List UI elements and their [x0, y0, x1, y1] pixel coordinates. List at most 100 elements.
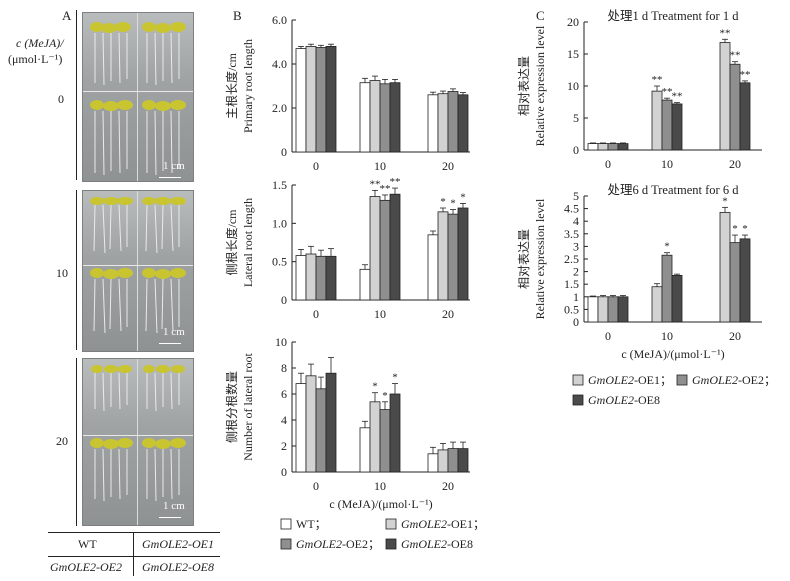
- c1-bar-gmole2-oe8-20: [739, 82, 751, 151]
- table-oe1: GmOLE2-OE1: [142, 537, 214, 551]
- b3-bar-gmole2-oe1-10: [369, 401, 381, 473]
- b1-bar-gmole2-oe1-10: [369, 80, 381, 153]
- b2-bar-gmole2-oe1-10: [369, 196, 381, 301]
- b3-bar-gmole2-oe2-10: [379, 409, 391, 473]
- conc-label-10: 10: [56, 266, 68, 280]
- b1-bar-gmole2-oe8-10: [389, 82, 401, 153]
- c2-bar-wt-0: [587, 296, 599, 323]
- b2-bar-gmole2-oe1-20: [437, 211, 449, 301]
- b1-bar-gmole2-oe2-10: [379, 83, 391, 153]
- legend-c-oe1-swatch: [572, 374, 584, 386]
- b2-x-tick-label: 10: [374, 307, 386, 321]
- c1-significance-mark: **: [662, 86, 673, 98]
- b1-bar-gmole2-oe2-20: [447, 91, 459, 153]
- panel-a-ylabel-line2: (μmol·L⁻¹): [8, 52, 63, 66]
- b2-y-tick-label: 0: [281, 293, 287, 307]
- c2-bar-gmole2-oe2-20: [729, 242, 741, 323]
- c2-bar-gmole2-oe2-0: [607, 296, 619, 323]
- c2-bar-gmole2-oe1-10: [651, 286, 663, 323]
- b3-significance-mark: *: [372, 381, 378, 393]
- table-oe2: GmOLE2-OE2: [50, 560, 122, 574]
- c2-significance-mark: *: [732, 223, 738, 235]
- b2-significance-mark: **: [390, 176, 401, 188]
- plate-bracket-20: [76, 358, 77, 526]
- c2-bar-gmole2-oe2-10: [661, 254, 673, 323]
- conc-label-20: 20: [56, 434, 68, 448]
- c1-bar-gmole2-oe1-10: [651, 90, 663, 151]
- conc-label-0: 0: [58, 92, 64, 106]
- legend-b-oe1-label: GmOLE2-OE1；: [401, 517, 485, 531]
- c2-ylabel-en: Relative expression level: [533, 198, 547, 319]
- c1-y-tick-label: 0: [573, 143, 579, 157]
- c2-y-tick-label: 1: [573, 290, 579, 304]
- b3-y-tick-label: 2: [281, 439, 287, 453]
- b3-bar-gmole2-oe1-0: [305, 375, 317, 473]
- c1-bar-gmole2-oe8-0: [617, 143, 629, 151]
- c1-ylabel-en: Relative expression level: [533, 25, 547, 146]
- b3-x-tick-label: 10: [374, 479, 386, 493]
- c2-x-tick-label: 10: [661, 329, 673, 343]
- b2-significance-mark: *: [440, 196, 446, 208]
- b3-y-tick-label: 8: [281, 361, 287, 375]
- b1-bar-gmole2-oe8-0: [325, 46, 337, 153]
- b1-x-tick-label: 10: [374, 159, 386, 173]
- b3-bar-gmole2-oe8-10: [389, 393, 401, 473]
- c1-bar-wt-0: [587, 143, 599, 151]
- c1-x-tick-label: 10: [661, 157, 673, 171]
- c1-significance-mark: **: [730, 50, 741, 62]
- c1-bar-gmole2-oe2-10: [661, 99, 673, 151]
- b3-y-tick-label: 10: [275, 335, 287, 349]
- seedling-drawing-10: [90, 197, 186, 334]
- b2-y-tick-label: 1.5: [272, 178, 287, 192]
- c2-y-tick-label: 3.5: [564, 227, 579, 241]
- c1-ylabel-cn: 相对表达量: [517, 56, 531, 116]
- b3-bar-gmole2-oe8-20: [457, 448, 469, 473]
- b3-bar-wt-0: [295, 383, 307, 473]
- c1-x-tick-label: 0: [605, 157, 611, 171]
- legend-c-oe2-swatch: [676, 374, 688, 386]
- table-mid-rule: [48, 556, 220, 557]
- b3-xlabel: c (MeJA)/(μmol·L⁻¹): [329, 497, 432, 511]
- b1-y-tick-label: 0: [281, 145, 287, 159]
- c2-y-tick-label: 2.5: [564, 252, 579, 266]
- b2-y-tick-label: 1.0: [272, 216, 287, 230]
- c1-y-tick-label: 20: [567, 15, 579, 29]
- b3-ylabel-cn: 侧根分根数量: [224, 371, 239, 443]
- b1-bar-wt-10: [359, 82, 371, 153]
- c2-y-tick-label: 0: [573, 315, 579, 329]
- b2-bar-gmole2-oe2-10: [379, 199, 391, 301]
- b2-bar-gmole2-oe2-0: [315, 255, 327, 301]
- table-col-rule: [133, 532, 134, 576]
- table-top-rule: [48, 532, 220, 533]
- c2-significance-mark: *: [664, 241, 670, 253]
- b3-significance-mark: *: [392, 372, 398, 384]
- legend-c-oe8-swatch: [572, 394, 584, 406]
- b2-bar-gmole2-oe1-0: [305, 253, 317, 301]
- c1-bar-gmole2-oe2-20: [729, 63, 741, 151]
- c1-significance-mark: **: [672, 91, 683, 103]
- c1-x-tick-label: 20: [729, 157, 741, 171]
- b2-ylabel-cn: 侧根长度/cm: [224, 209, 239, 276]
- c1-bar-gmole2-oe1-20: [719, 42, 731, 151]
- c2-x-tick-label: 20: [729, 329, 741, 343]
- c2-ylabel-cn: 相对表达量: [517, 229, 531, 289]
- c2-y-tick-label: 4: [573, 214, 579, 228]
- b3-bar-gmole2-oe2-0: [315, 388, 327, 473]
- seedling-plate-10: 1 cm: [82, 190, 194, 352]
- b2-significance-mark: *: [460, 191, 466, 203]
- b3-y-tick-label: 0: [281, 465, 287, 479]
- b2-bar-wt-10: [359, 268, 371, 301]
- legend-c-oe8-label: GmOLE2-OE8: [588, 393, 660, 407]
- seedling-drawing-20: [90, 365, 186, 502]
- c2-y-tick-label: 5: [573, 189, 579, 203]
- c2-y-tick-label: 0.5: [564, 302, 579, 316]
- c2-y-tick-label: 2: [573, 265, 579, 279]
- panel-a-ylabel-line1: c (MeJA)/: [16, 36, 64, 50]
- c1-bar-gmole2-oe2-0: [607, 143, 619, 151]
- seedling-plate-0: 1 cm: [82, 12, 194, 182]
- c2-y-tick-label: 3: [573, 239, 579, 253]
- b3-significance-mark: *: [382, 390, 388, 402]
- b1-bar-wt-20: [427, 94, 439, 153]
- b1-y-tick-label: 6.0: [272, 13, 287, 27]
- c2-bar-gmole2-oe1-20: [719, 211, 731, 323]
